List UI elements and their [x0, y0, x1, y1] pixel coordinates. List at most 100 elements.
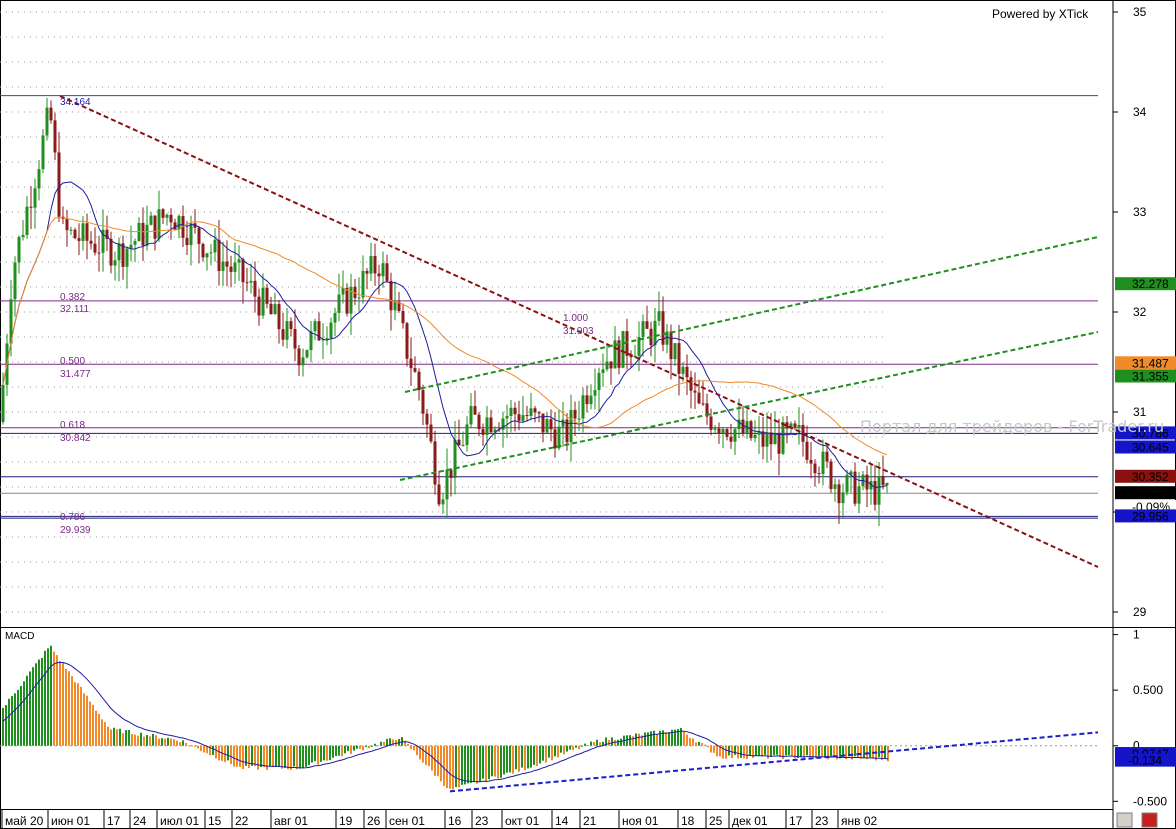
- macd-histogram-bar: [458, 745, 460, 788]
- macd-histogram-bar: [422, 745, 424, 763]
- macd-histogram-bar: [692, 738, 694, 746]
- date-axis-tick-label: 22: [235, 814, 249, 828]
- candle-body: [145, 224, 149, 246]
- candle-body: [361, 270, 365, 298]
- macd-histogram-bar: [152, 733, 154, 746]
- candle-body: [493, 429, 497, 433]
- macd-histogram-bar: [632, 736, 634, 746]
- macd-histogram-bar: [395, 740, 397, 746]
- candle-body: [729, 436, 733, 442]
- candle-body: [13, 262, 17, 300]
- macd-histogram-bar: [83, 693, 85, 746]
- macd-histogram-bar: [299, 745, 301, 769]
- price-axis-tick-label: 29: [1133, 605, 1147, 619]
- macd-histogram-bar: [53, 651, 55, 746]
- macd-histogram-bar: [80, 686, 82, 746]
- candle-body: [637, 337, 641, 356]
- macd-histogram-bar: [584, 743, 586, 746]
- candle-body: [429, 424, 433, 442]
- macd-histogram-bar: [410, 745, 412, 750]
- macd-histogram-bar: [41, 657, 43, 746]
- macd-histogram-bar: [290, 745, 292, 770]
- candle-body: [305, 350, 309, 358]
- candle-body: [421, 390, 425, 414]
- macd-histogram-bar: [116, 729, 118, 746]
- candle-body: [125, 248, 129, 267]
- macd-histogram-bar: [680, 728, 682, 746]
- scroll-left-button[interactable]: [1116, 812, 1133, 828]
- macd-histogram-bar: [752, 745, 754, 758]
- macd-histogram-bar: [851, 745, 853, 760]
- candle-body: [585, 395, 589, 405]
- candle-body: [413, 368, 417, 372]
- macd-histogram-bar: [665, 732, 667, 746]
- macd-histogram-bar: [248, 745, 250, 769]
- macd-histogram-bar: [269, 745, 271, 767]
- candle-body: [673, 343, 677, 360]
- candle-body: [29, 206, 33, 208]
- macd-histogram-bar: [284, 745, 286, 768]
- price-tag-label: 32.278: [1132, 277, 1169, 291]
- candle-body: [489, 417, 493, 433]
- candle-body: [793, 423, 797, 428]
- candle-body: [153, 215, 157, 239]
- macd-histogram-bar: [353, 745, 355, 751]
- macd-histogram-bar: [155, 735, 157, 746]
- macd-histogram-bar: [512, 745, 514, 774]
- candle-body: [773, 432, 777, 445]
- candle-body: [57, 152, 61, 217]
- candle-body: [157, 209, 161, 239]
- candle-body: [841, 492, 845, 504]
- macd-histogram-bar: [218, 745, 220, 761]
- candle-body: [201, 243, 205, 258]
- macd-histogram-bar: [38, 659, 40, 746]
- macd-histogram-bar: [167, 737, 169, 746]
- macd-histogram-bar: [824, 745, 826, 757]
- macd-histogram-bar: [674, 729, 676, 746]
- macd-histogram-bar: [698, 741, 700, 746]
- close-chart-button[interactable]: [1141, 812, 1158, 828]
- macd-histogram-bar: [464, 745, 466, 785]
- macd-histogram-bar: [122, 733, 124, 746]
- candle-body: [149, 215, 153, 225]
- macd-histogram-bar: [302, 745, 304, 769]
- macd-histogram-bar: [281, 745, 283, 769]
- macd-histogram-bar: [260, 745, 262, 768]
- candle-body: [625, 331, 629, 356]
- macd-histogram-bar: [863, 745, 865, 759]
- powered-by-label: Powered by XTick: [992, 7, 1089, 21]
- macd-histogram-bar: [557, 745, 559, 758]
- candle-body: [325, 338, 329, 340]
- macd-histogram-bar: [230, 745, 232, 765]
- candle-body: [393, 301, 397, 311]
- macd-histogram-bar: [644, 732, 646, 746]
- macd-histogram-bar: [197, 745, 199, 749]
- candle-body: [237, 259, 241, 263]
- macd-histogram-bar: [14, 693, 16, 746]
- macd-histogram-bar: [611, 737, 613, 746]
- macd-histogram-bar: [764, 745, 766, 755]
- candle-body: [213, 239, 217, 253]
- macd-histogram-bar: [23, 681, 25, 746]
- macd-histogram-bar: [572, 745, 574, 751]
- candle-body: [881, 476, 885, 486]
- candle-body: [1, 384, 5, 422]
- macd-histogram-bar: [734, 745, 736, 755]
- candle-body: [833, 484, 837, 489]
- macd-histogram-bar: [620, 738, 622, 746]
- macd-histogram-bar: [710, 745, 712, 753]
- macd-histogram-bar: [206, 745, 208, 754]
- price-tag-box: [1115, 356, 1176, 370]
- macd-histogram-bar: [200, 745, 202, 752]
- macd-histogram-bar: [71, 676, 73, 746]
- candle-body: [581, 395, 585, 419]
- macd-histogram-bar: [380, 741, 382, 746]
- candle-body: [137, 222, 141, 242]
- macd-histogram-bar: [827, 745, 829, 760]
- macd-histogram-bar: [314, 745, 316, 762]
- candle-body: [409, 358, 413, 369]
- candle-body: [257, 296, 261, 316]
- date-axis-tick-label: 17: [107, 814, 121, 828]
- macd-histogram-bar: [785, 745, 787, 756]
